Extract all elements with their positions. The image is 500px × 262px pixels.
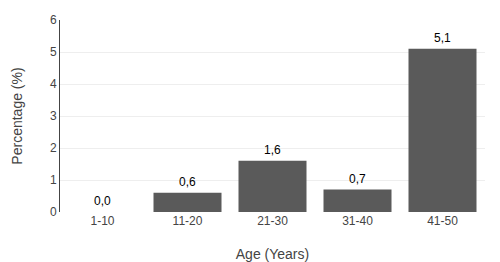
- svg-text:Age (Years): Age (Years): [236, 246, 309, 262]
- svg-text:1,6: 1,6: [264, 143, 281, 157]
- svg-text:1-10: 1-10: [90, 214, 114, 228]
- svg-text:5: 5: [50, 45, 57, 59]
- svg-text:0: 0: [50, 205, 57, 219]
- svg-text:0,6: 0,6: [179, 175, 196, 189]
- svg-text:11-20: 11-20: [173, 214, 203, 228]
- svg-text:0,7: 0,7: [349, 172, 366, 186]
- svg-text:3: 3: [50, 109, 57, 123]
- svg-text:1: 1: [50, 173, 57, 187]
- svg-text:4: 4: [50, 77, 57, 91]
- svg-text:21-30: 21-30: [257, 214, 288, 228]
- svg-text:31-40: 31-40: [342, 214, 373, 228]
- svg-text:Percentage (%): Percentage (%): [9, 67, 25, 164]
- svg-text:41-50: 41-50: [427, 214, 458, 228]
- svg-text:6: 6: [50, 13, 57, 27]
- svg-text:5,1: 5,1: [434, 31, 451, 45]
- svg-text:0,0: 0,0: [94, 194, 111, 208]
- svg-text:2: 2: [50, 141, 57, 155]
